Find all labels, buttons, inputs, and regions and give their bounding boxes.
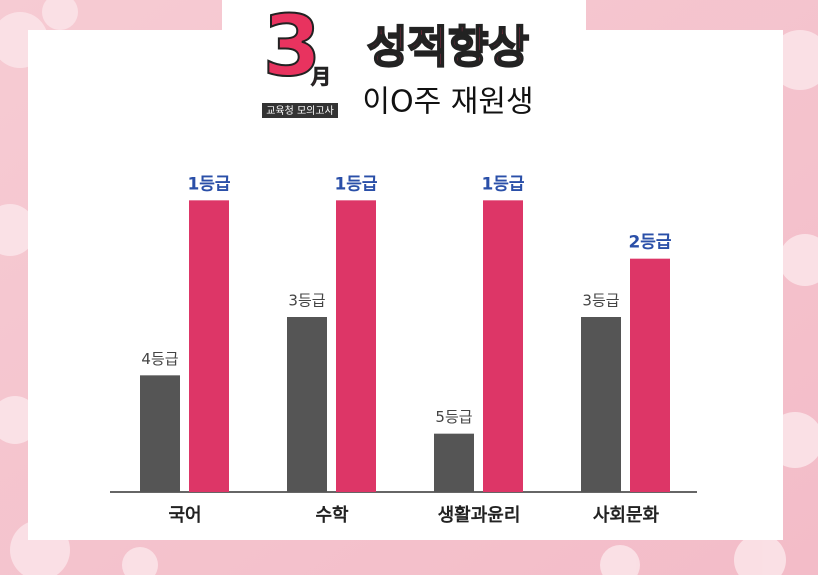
- bar: [630, 258, 670, 492]
- bar: [581, 317, 621, 492]
- x-tick-label: 국어: [168, 505, 201, 526]
- data-label: 1등급: [481, 174, 524, 194]
- bar: [434, 433, 474, 492]
- bar: [287, 317, 327, 492]
- data-label: 3등급: [582, 292, 619, 310]
- bar: [189, 200, 229, 493]
- data-label: 5등급: [435, 408, 472, 426]
- data-label: 3등급: [288, 292, 325, 310]
- month-number: 3: [263, 0, 321, 95]
- month-char: 月: [310, 65, 331, 89]
- chart-subtitle: 이O주 재원생: [362, 85, 533, 120]
- x-tick-label: 수학: [315, 504, 349, 526]
- badge: [262, 103, 338, 118]
- x-tick-label: 생활과윤리: [438, 505, 521, 526]
- bar: [140, 375, 180, 492]
- data-label: 1등급: [187, 174, 230, 194]
- bar: [336, 200, 376, 493]
- bar: [483, 200, 523, 493]
- exam-label: 교육청 모의고사: [266, 105, 334, 117]
- x-tick-label: 사회문화: [593, 505, 660, 526]
- data-label: 4등급: [141, 350, 178, 368]
- data-label: 1등급: [334, 174, 377, 194]
- data-label: 2등급: [628, 233, 671, 253]
- header-tab: [222, 0, 586, 31]
- chart-title: 성적향상: [367, 22, 529, 73]
